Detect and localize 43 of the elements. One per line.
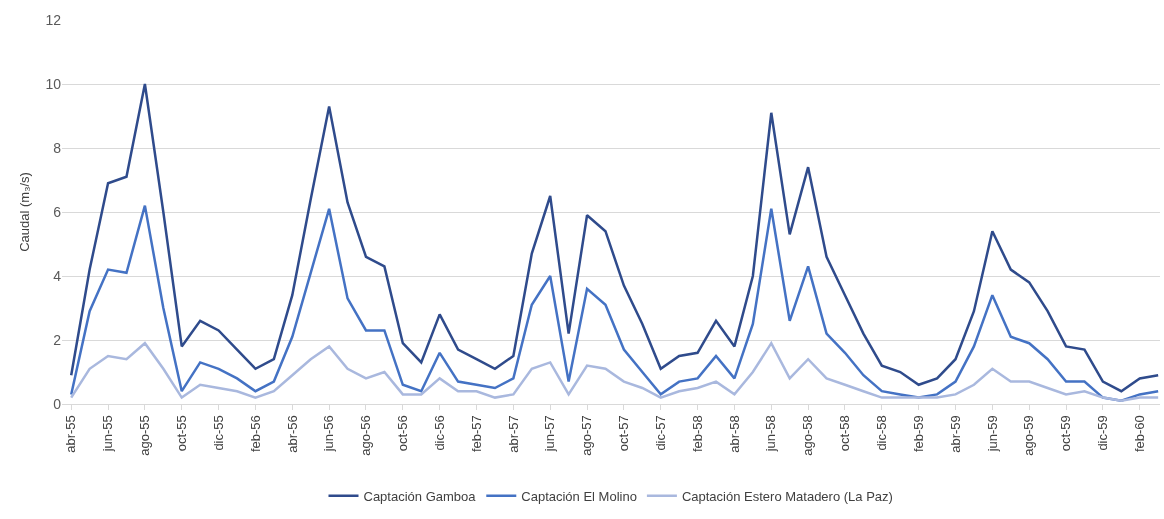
y-tick-label: 0: [53, 395, 62, 412]
y-tick-label: 4: [53, 267, 62, 284]
x-tick-label: dic-59: [1095, 415, 1111, 451]
line-series: [69, 82, 1160, 393]
x-tick-label: feb-59: [910, 415, 926, 453]
x-tick-label: dic-57: [652, 415, 668, 451]
y-tick-label: 8: [53, 139, 62, 156]
x-tick-label: feb-60: [1131, 415, 1147, 453]
y-tick-label: 2: [53, 331, 62, 348]
x-tick-label: ago-59: [1021, 415, 1037, 456]
x-tick-label: jun-58: [763, 415, 779, 453]
legend-label: Captación El Molino: [521, 488, 637, 504]
x-tick-label: ago-57: [579, 415, 595, 456]
x-tick-label: ago-55: [137, 415, 153, 456]
x-tick-label: abr-58: [726, 415, 742, 453]
x-tick-label: abr-56: [284, 415, 300, 453]
legend-label: Captación Estero Matadero (La Paz): [681, 488, 893, 504]
legend-label: Captación Gamboa: [363, 488, 477, 504]
y-tick-label: 12: [45, 11, 62, 28]
x-tick-label: oct-56: [395, 415, 411, 452]
x-tick-label: abr-57: [505, 415, 521, 453]
y-tick-label: 6: [53, 203, 62, 220]
y-axis-title: Caudal (m₃/s): [17, 172, 33, 252]
y-tick-label: 10: [45, 75, 62, 92]
line-series: [69, 341, 1160, 403]
x-tick-label: jun-55: [100, 415, 116, 453]
x-tick-label: feb-57: [468, 415, 484, 453]
x-tick-label: dic-55: [210, 415, 226, 451]
x-tick-label: ago-56: [358, 415, 374, 456]
x-tick-label: oct-55: [173, 415, 189, 452]
x-tick-label: dic-58: [874, 415, 890, 451]
x-tick-label: abr-55: [63, 415, 79, 453]
x-tick-label: jun-57: [542, 415, 558, 453]
x-tick-label: feb-56: [247, 415, 263, 453]
x-tick-label: ago-58: [800, 415, 816, 456]
x-tick-label: jun-59: [984, 415, 1000, 453]
x-tick-label: feb-58: [689, 415, 705, 453]
x-tick-label: abr-59: [947, 415, 963, 453]
x-tick-label: oct-57: [616, 415, 632, 452]
x-tick-label: dic-56: [431, 415, 447, 451]
x-tick-label: oct-59: [1058, 415, 1074, 452]
x-tick-label: oct-58: [837, 415, 853, 452]
x-tick-label: jun-56: [321, 415, 337, 453]
